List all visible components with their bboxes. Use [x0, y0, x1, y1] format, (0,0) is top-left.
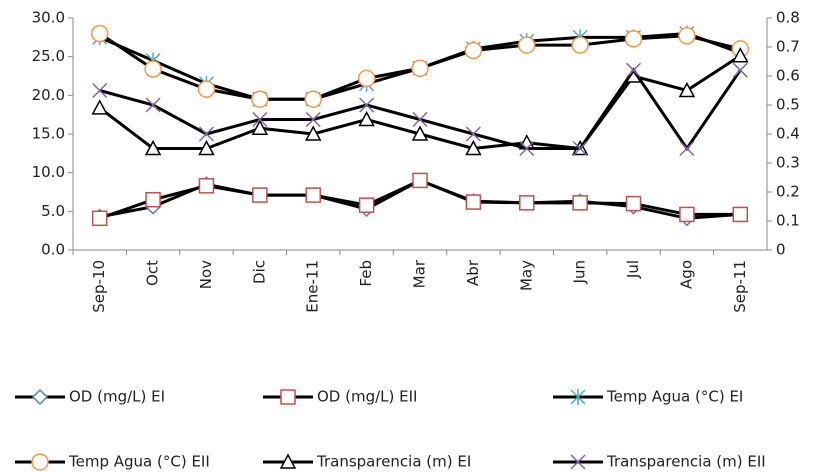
x-tick-label: Nov — [197, 260, 215, 289]
point — [251, 119, 269, 135]
y2-tick-label: 0.4 — [776, 125, 800, 143]
point — [572, 195, 588, 211]
x-tick-label: Dic — [250, 260, 268, 284]
x-tick-label: Abr — [464, 259, 482, 286]
point — [465, 139, 482, 156]
x-tick-label: Sep-11 — [731, 260, 749, 313]
y2-tick-label: 0.3 — [776, 154, 800, 172]
point — [198, 139, 215, 156]
y2-tick-label: 0.8 — [776, 9, 800, 27]
legend-label: OD (mg/L) EII — [317, 388, 417, 406]
point — [412, 172, 428, 189]
point — [304, 90, 322, 108]
y-tick-label: 30.0 — [32, 9, 65, 27]
y-tick-label: 0.0 — [41, 241, 65, 259]
x-tick-label: Ene-11 — [304, 260, 322, 313]
point — [412, 111, 428, 128]
point — [572, 140, 588, 157]
point — [358, 110, 375, 127]
legend-marker — [31, 388, 49, 406]
legend-label: Temp Agua (°C) EI — [606, 388, 743, 406]
point — [732, 62, 748, 78]
point — [359, 97, 375, 113]
x-tick-label: Feb — [357, 260, 375, 287]
point — [411, 125, 429, 141]
point — [465, 194, 482, 210]
point — [732, 47, 749, 63]
point — [357, 69, 376, 88]
y-tick-label: 5.0 — [41, 202, 65, 220]
point — [144, 139, 162, 156]
legend-marker — [279, 453, 297, 469]
point — [252, 111, 268, 128]
y2-tick-label: 0 — [776, 241, 786, 259]
x-tick-label: Jul — [624, 260, 642, 279]
y2-tick-label: 0.2 — [776, 183, 800, 201]
legend-marker — [570, 389, 586, 405]
legend-label: Transparencia (m) EI — [316, 453, 471, 471]
point — [304, 125, 322, 141]
point — [251, 90, 269, 108]
x-tick-label: Mar — [411, 259, 429, 288]
point — [624, 30, 643, 48]
point — [358, 197, 375, 213]
point — [571, 36, 589, 54]
legend-marker — [31, 453, 49, 471]
point — [626, 62, 642, 78]
y2-tick-label: 0.1 — [776, 212, 800, 230]
legend-label: Transparencia (m) EII — [606, 453, 766, 471]
point — [198, 126, 214, 142]
point — [519, 195, 535, 211]
legend-marker — [280, 389, 296, 405]
point — [519, 140, 535, 157]
point — [90, 24, 109, 43]
x-tick-label: Ago — [677, 260, 695, 289]
point — [91, 210, 108, 227]
x-tick-label: Oct — [144, 260, 162, 286]
y-tick-label: 20.0 — [32, 86, 65, 104]
point — [464, 41, 483, 60]
point — [625, 195, 642, 212]
legend-label: Temp Agua (°C) EII — [68, 453, 210, 471]
point — [145, 191, 161, 208]
y2-tick-label: 0.5 — [776, 96, 800, 114]
point — [678, 81, 696, 98]
legend-label: OD (mg/L) EI — [69, 388, 165, 406]
x-tick-label: Sep-10 — [90, 260, 108, 313]
point — [92, 82, 108, 99]
y2-tick-label: 0.6 — [776, 67, 800, 85]
point — [679, 206, 695, 223]
point — [305, 187, 321, 203]
point — [465, 126, 481, 142]
point — [144, 60, 162, 78]
y-tick-label: 15.0 — [32, 125, 65, 143]
point — [518, 36, 536, 54]
point — [197, 80, 216, 98]
point — [91, 99, 108, 115]
x-tick-label: Jun — [571, 260, 589, 284]
legend-marker — [570, 454, 586, 470]
point — [732, 206, 749, 223]
y-tick-label: 10.0 — [32, 163, 65, 181]
point — [198, 178, 215, 194]
point — [252, 187, 268, 203]
point — [411, 59, 429, 78]
point — [678, 27, 696, 45]
point — [145, 97, 161, 113]
y2-tick-label: 0.7 — [776, 38, 800, 56]
y-tick-label: 25.0 — [32, 47, 65, 65]
point — [305, 111, 321, 128]
point — [679, 140, 695, 157]
x-tick-label: May — [517, 260, 535, 291]
